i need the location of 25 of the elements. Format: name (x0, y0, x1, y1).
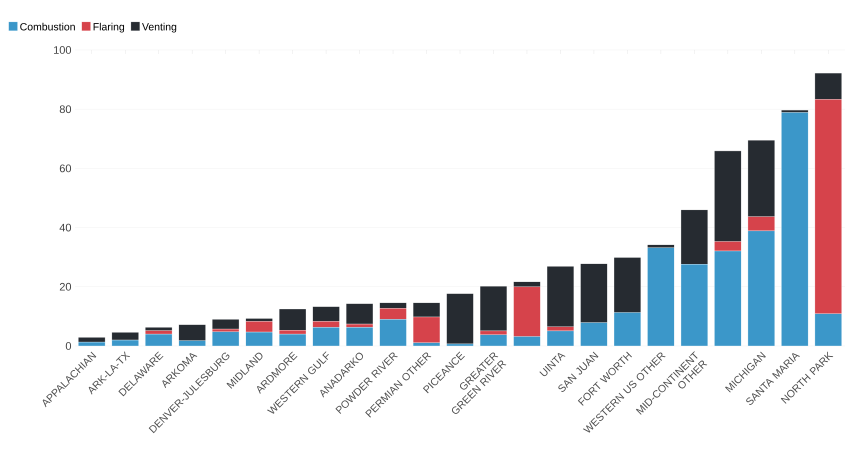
bar (781, 112, 808, 346)
bar (480, 286, 508, 332)
legend-label: Combustion (20, 22, 75, 30)
legend-label: Venting (142, 22, 176, 33)
legend-label: Flaring (94, 22, 124, 33)
bar (480, 334, 508, 346)
bar (279, 308, 306, 330)
y-tick-label: 60 (60, 164, 72, 172)
bar (279, 334, 306, 346)
bar (446, 293, 474, 344)
bar (346, 327, 374, 346)
y-tick-label: 80 (60, 105, 72, 114)
bar (145, 334, 172, 346)
bar (78, 337, 106, 342)
y-tick-label: 0 (66, 342, 72, 350)
y-tick-label: 20 (60, 282, 72, 291)
y-tick-label: 100 (54, 46, 72, 54)
bar (145, 327, 172, 331)
bar (647, 248, 674, 346)
bar (346, 304, 374, 324)
y-tick-label: 40 (60, 224, 72, 232)
bar (546, 266, 574, 327)
bar (212, 332, 240, 346)
bar (212, 319, 240, 330)
bar (546, 330, 574, 346)
